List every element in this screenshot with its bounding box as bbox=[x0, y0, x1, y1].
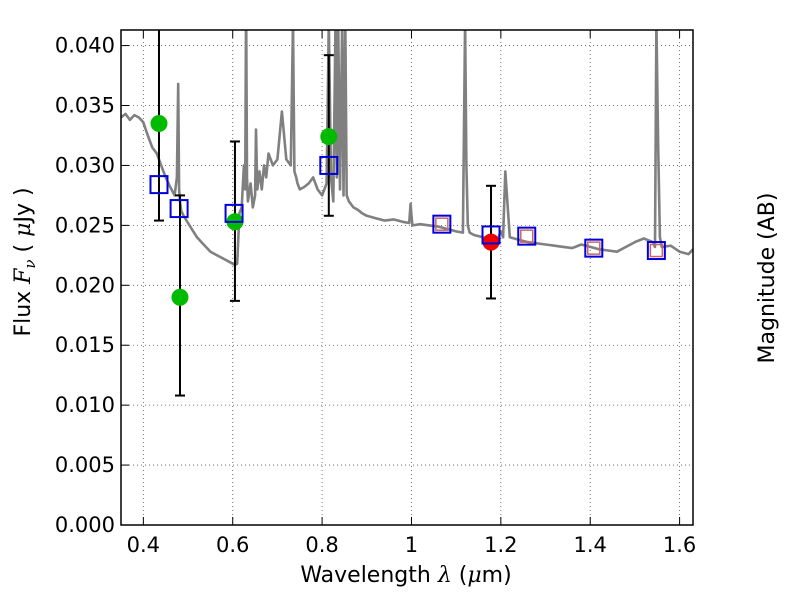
observed-point bbox=[482, 233, 500, 251]
model-box bbox=[584, 238, 604, 258]
model-spectrum-line bbox=[121, 30, 693, 267]
y-tick-label: 0.030 bbox=[55, 153, 115, 177]
model-box bbox=[432, 214, 452, 234]
model-box bbox=[224, 203, 244, 223]
model-box bbox=[319, 155, 339, 175]
y-tick-label: 0.040 bbox=[55, 34, 115, 58]
y-axis-label: Flux Fν ( μJy ) bbox=[11, 187, 39, 336]
y-tick-label: 0.015 bbox=[55, 333, 115, 357]
y-tick-label: 0.000 bbox=[55, 513, 115, 537]
x-tick-label: 1.6 bbox=[663, 533, 696, 557]
x-tick-label: 0.4 bbox=[127, 533, 160, 557]
grid bbox=[121, 30, 693, 526]
x-axis-label: Wavelength λ (μm) bbox=[300, 563, 511, 588]
x-tick-label: 0.6 bbox=[216, 533, 249, 557]
model-box-inner bbox=[435, 217, 449, 231]
plot-frame bbox=[120, 29, 694, 526]
model-box-inner bbox=[587, 241, 601, 255]
data-layer bbox=[121, 30, 693, 397]
x-tick-label: 1.2 bbox=[484, 533, 517, 557]
y2-axis-label: Magnitude (AB) bbox=[755, 193, 780, 364]
model-box bbox=[149, 175, 169, 195]
y-tick-label: 0.035 bbox=[55, 94, 115, 118]
y-tick-label: 0.020 bbox=[55, 273, 115, 297]
x-tick-label: 1.4 bbox=[574, 533, 607, 557]
model-box bbox=[646, 241, 666, 261]
y-tick-label: 0.025 bbox=[55, 213, 115, 237]
x-tick-label: 1 bbox=[405, 533, 418, 557]
model-box bbox=[481, 225, 501, 245]
model-box bbox=[169, 199, 189, 219]
observed-point bbox=[320, 128, 338, 146]
model-box-inner bbox=[649, 243, 664, 258]
y-tick-label: 0.005 bbox=[55, 453, 115, 477]
model-box-inner bbox=[520, 229, 534, 243]
axes: 0.4 0.6 0.8 1 1.2 1.4 1.6 0.000 0.005 0.010 0.015 0… bbox=[55, 30, 696, 557]
observed-point bbox=[171, 288, 189, 306]
y-tick-label: 0.010 bbox=[55, 393, 115, 417]
observed-point bbox=[150, 114, 168, 132]
x-tick-label: 0.8 bbox=[305, 533, 338, 557]
model-box bbox=[517, 226, 537, 246]
